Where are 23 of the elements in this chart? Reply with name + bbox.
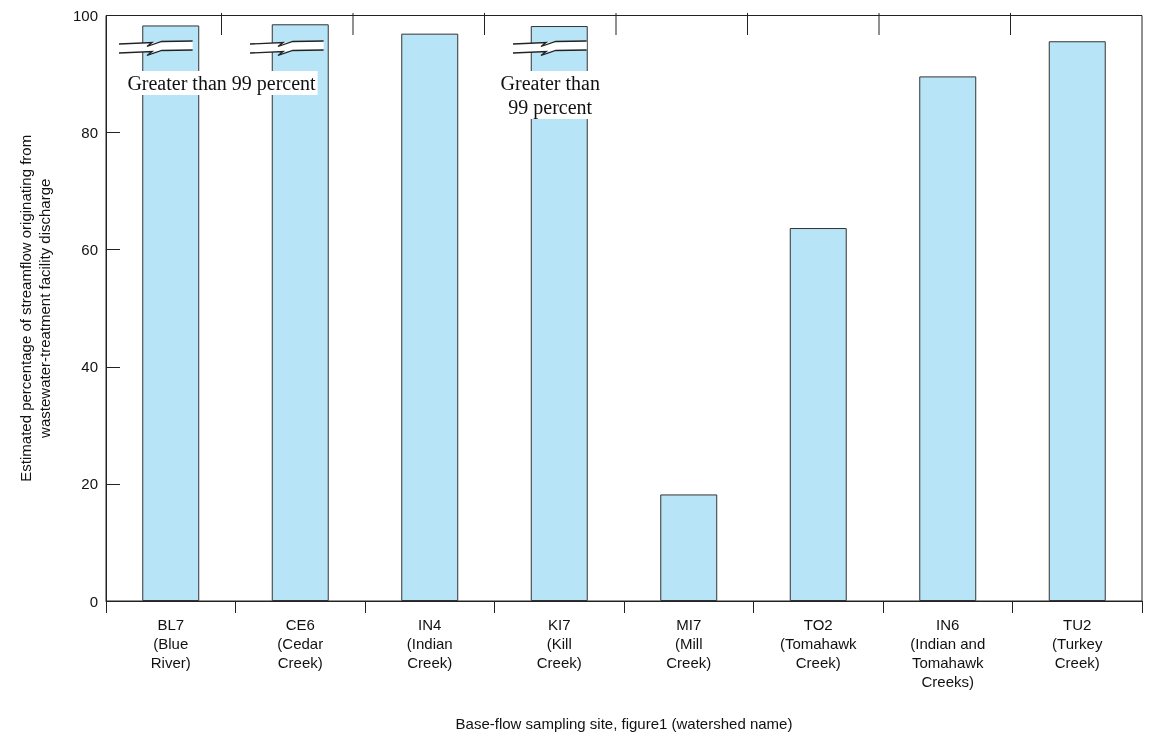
bar (1048, 41, 1106, 601)
x-tick-label: KI7 (Kill Creek) (536, 616, 582, 671)
y-tick-label: 20 (81, 475, 98, 493)
bar (789, 228, 847, 601)
bar (401, 33, 459, 601)
annotation: Greater than 99 percent (127, 72, 317, 96)
y-tick-label: 100 (72, 7, 98, 24)
x-tick-label: CE6 (Cedar Creek) (277, 616, 324, 671)
y-tick-label: 40 (81, 358, 98, 376)
x-tick-label: BL7 (Blue River) (150, 616, 191, 671)
x-tick-label: IN4 (Indian Creek) (406, 616, 453, 671)
x-tick-label: TU2 (Turkey Creek) (1052, 616, 1103, 671)
y-tick-label: 0 (89, 592, 98, 610)
x-tick-label: MI7 (Mill Creek) (666, 616, 712, 671)
y-axis-title: Estimated percentage of streamflow originating from wastewater-treatment facility discharge (17, 134, 53, 482)
y-tick-label: 60 (81, 241, 98, 259)
annotation: Greater than 99 percent (500, 72, 600, 120)
bar (660, 494, 718, 601)
x-axis-title: Base-flow sampling site, figure1 (watershed name) (455, 715, 793, 732)
x-tick-label: TO2 (Tomahawk Creek) (779, 616, 858, 671)
bar (919, 76, 977, 601)
x-tick-label: IN6 (Indian and Tomahawk Creeks) (910, 616, 986, 690)
y-tick-label: 80 (81, 124, 98, 142)
